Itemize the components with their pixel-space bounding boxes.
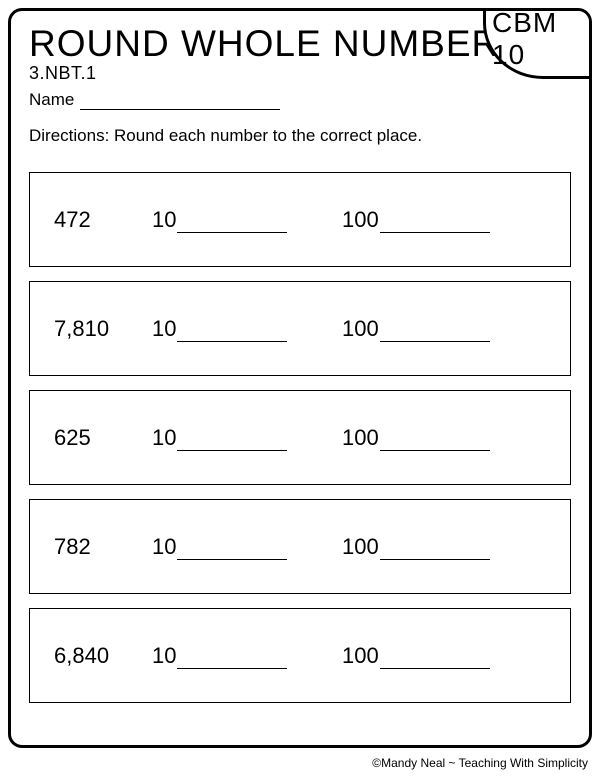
name-label: Name	[29, 90, 74, 110]
tens-blank[interactable]	[177, 322, 287, 342]
round-tens: 10	[152, 316, 342, 342]
name-row: Name	[29, 90, 571, 110]
round-hundreds: 100	[342, 316, 556, 342]
hundreds-label: 100	[342, 534, 379, 560]
problem-number: 6,840	[54, 643, 152, 669]
tens-blank[interactable]	[177, 649, 287, 669]
tens-label: 10	[152, 316, 176, 342]
round-hundreds: 100	[342, 643, 556, 669]
copyright-footer: ©Mandy Neal ~ Teaching With Simplicity	[372, 756, 588, 770]
tens-label: 10	[152, 643, 176, 669]
hundreds-blank[interactable]	[380, 649, 490, 669]
page-title: ROUND WHOLE NUMBERS	[29, 23, 525, 65]
cbm-badge: CBM 10	[483, 8, 592, 79]
hundreds-label: 100	[342, 207, 379, 233]
tens-label: 10	[152, 534, 176, 560]
tens-blank[interactable]	[177, 431, 287, 451]
problem-row: 6,840 10 100	[29, 608, 571, 703]
round-hundreds: 100	[342, 425, 556, 451]
round-tens: 10	[152, 643, 342, 669]
round-hundreds: 100	[342, 534, 556, 560]
hundreds-blank[interactable]	[380, 431, 490, 451]
tens-label: 10	[152, 425, 176, 451]
tens-label: 10	[152, 207, 176, 233]
hundreds-blank[interactable]	[380, 540, 490, 560]
round-tens: 10	[152, 207, 342, 233]
problem-row: 625 10 100	[29, 390, 571, 485]
problem-number: 7,810	[54, 316, 152, 342]
worksheet-page: CBM 10 ROUND WHOLE NUMBERS 3.NBT.1 Name …	[8, 8, 592, 748]
problems-list: 472 10 100 7,810 10 100 625	[29, 172, 571, 703]
problem-row: 7,810 10 100	[29, 281, 571, 376]
badge-wrap: CBM 10	[483, 8, 592, 79]
round-tens: 10	[152, 425, 342, 451]
hundreds-label: 100	[342, 316, 379, 342]
problem-number: 782	[54, 534, 152, 560]
hundreds-label: 100	[342, 643, 379, 669]
problem-row: 782 10 100	[29, 499, 571, 594]
directions-text: Directions: Round each number to the cor…	[29, 126, 571, 146]
problem-number: 625	[54, 425, 152, 451]
round-hundreds: 100	[342, 207, 556, 233]
hundreds-blank[interactable]	[380, 322, 490, 342]
problem-number: 472	[54, 207, 152, 233]
tens-blank[interactable]	[177, 540, 287, 560]
problem-row: 472 10 100	[29, 172, 571, 267]
name-blank-line[interactable]	[80, 94, 280, 110]
tens-blank[interactable]	[177, 213, 287, 233]
hundreds-blank[interactable]	[380, 213, 490, 233]
hundreds-label: 100	[342, 425, 379, 451]
round-tens: 10	[152, 534, 342, 560]
cbm-badge-text: CBM 10	[492, 8, 592, 71]
